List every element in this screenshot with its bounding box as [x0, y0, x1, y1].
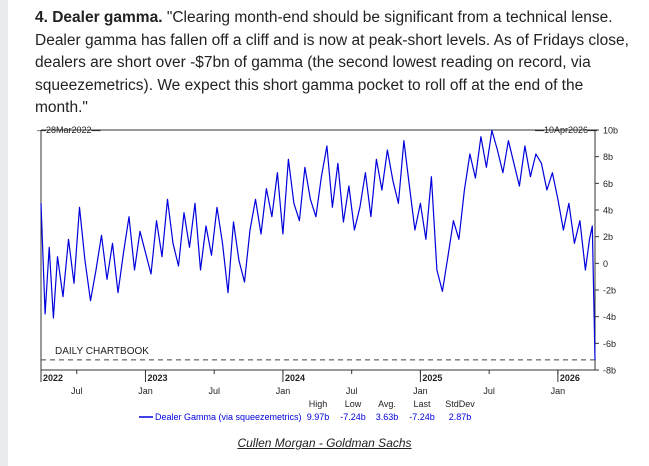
x-month-label: Jul: [71, 386, 83, 396]
x-year-label: 2022: [43, 373, 63, 383]
chart-container: DAILY CHARTBOOK 10b 8b 6b 4b 2b 0 -2b -4b -6b -8b…: [35, 118, 625, 430]
y-tick-label: 0: [603, 259, 608, 269]
legend-stat-header: Avg.: [378, 399, 396, 409]
date-end-label: —10Apr2026—: [535, 125, 597, 135]
x-month-label: Jan: [551, 386, 566, 396]
x-month-label: Jan: [413, 386, 428, 396]
date-range-labels: —28Mar2022— —10Apr2026—: [37, 125, 597, 135]
legend-stat-header: High: [309, 399, 328, 409]
x-month-label: Jul: [208, 386, 220, 396]
quote-bar: [0, 0, 8, 466]
source-link[interactable]: Cullen Morgan - Goldman Sachs: [237, 436, 412, 450]
y-axis: 10b 8b 6b 4b 2b 0 -2b -4b -6b -8b: [595, 126, 618, 376]
legend-stat-value: -7.24b: [340, 412, 366, 422]
y-tick-label: 2b: [603, 232, 613, 242]
y-tick-label: -2b: [603, 286, 616, 296]
x-year-label: 2026: [560, 373, 580, 383]
x-month-label: Jul: [483, 386, 495, 396]
x-axis: 2022 2023 2024 2025 2026 Jul Jan Jul Jan Jul Jan Ju…: [40, 370, 580, 396]
dealer-gamma-chart: DAILY CHARTBOOK 10b 8b 6b 4b 2b 0 -2b -4b -6b -8b…: [37, 125, 618, 422]
legend-stat-header: Low: [345, 399, 362, 409]
source-caption[interactable]: Cullen Morgan - Goldman Sachs: [0, 436, 649, 450]
x-year-label: 2025: [422, 373, 442, 383]
y-tick-label: 4b: [603, 206, 613, 216]
legend-stat-header: Last: [413, 399, 431, 409]
x-year-label: 2024: [285, 373, 305, 383]
legend-series-name: Dealer Gamma (via squeezemetrics): [155, 412, 302, 422]
chart-watermark: DAILY CHARTBOOK: [55, 346, 149, 357]
legend-stat-value: -7.24b: [409, 412, 435, 422]
article-body: "Clearing month-end should be significan…: [35, 9, 629, 116]
x-month-label: Jul: [346, 386, 358, 396]
legend-stat-header: StdDev: [445, 399, 475, 409]
y-tick-label: -8b: [603, 366, 616, 376]
y-tick-label: -4b: [603, 312, 616, 322]
legend-stat-value: 9.97b: [307, 412, 330, 422]
chart-legend: High Low Avg. Last StdDev Dealer Gamma (via s…: [139, 399, 475, 422]
series-line-dealer-gamma: [40, 129, 596, 360]
date-start-label: —28Mar2022—: [37, 125, 101, 135]
chart-frame: [40, 129, 596, 371]
x-year-label: 2023: [147, 373, 167, 383]
y-tick-label: 8b: [603, 152, 613, 162]
y-tick-label: -6b: [603, 339, 616, 349]
y-tick-label: 10b: [603, 126, 618, 136]
article-paragraph: 4. Dealer gamma. "Clearing month-end sho…: [35, 7, 635, 120]
y-tick-label: 6b: [603, 179, 613, 189]
legend-stat-value: 2.87b: [449, 412, 472, 422]
x-month-label: Jan: [138, 386, 153, 396]
x-month-label: Jan: [276, 386, 291, 396]
article-heading: 4. Dealer gamma.: [35, 9, 163, 26]
legend-stat-value: 3.63b: [376, 412, 399, 422]
